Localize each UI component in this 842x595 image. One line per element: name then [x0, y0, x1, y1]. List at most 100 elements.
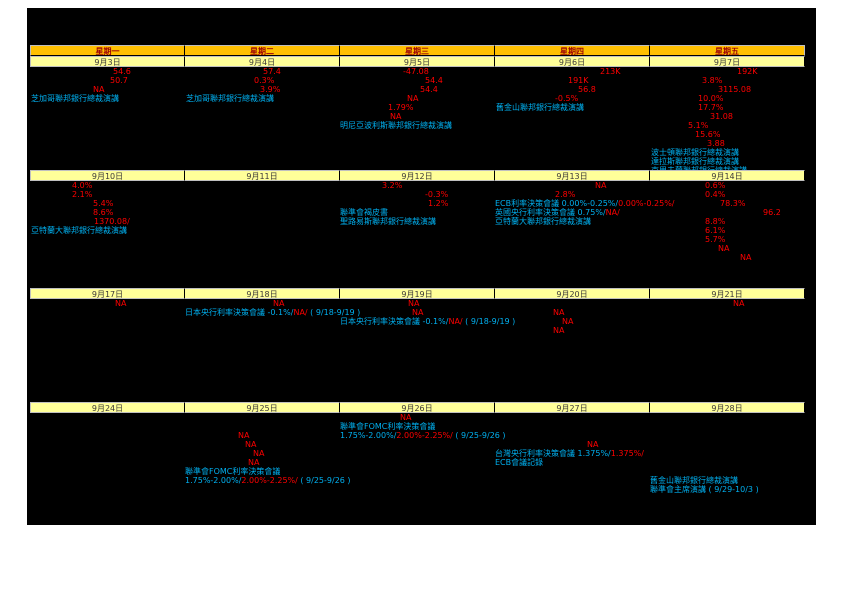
day-cell-9月25日[interactable]: NA NA NA NA 聯準會FOMC利率決策會議 1.75%-2.00%/2.00%-… — [185, 413, 351, 530]
date-cell-9月5日[interactable]: 9月5日 — [340, 56, 495, 67]
day-cell-9月11日[interactable] — [185, 181, 340, 288]
date-cell-9月3日[interactable]: 9月3日 — [30, 56, 185, 67]
value-text: NA — [93, 85, 105, 94]
date-cell-9月28日[interactable]: 9月28日 — [650, 402, 805, 413]
blank-line — [650, 467, 805, 476]
day-cell-9月14日[interactable]: 0.6% 0.4% 78.3% 96.2 8.8% 6.1% 5.7% NA NA — [650, 181, 805, 288]
date-cell-9月13日[interactable]: 9月13日 — [495, 170, 650, 181]
value-line: 54.4 — [340, 76, 495, 85]
date-cell-9月10日[interactable]: 9月10日 — [30, 170, 185, 181]
value-text: NA/ — [605, 208, 620, 217]
value-text: NA — [718, 244, 730, 253]
value-text: 1370.08/ — [94, 217, 130, 226]
day-cell-9月7日[interactable]: 192K 3.8% 3115.08 10.0% 17.7% 31.08 5.1% 15.6% 3… — [650, 67, 805, 175]
event-line: ECB會議記錄 — [495, 458, 650, 467]
value-text: 78.3% — [720, 199, 746, 208]
date-cell-9月11日[interactable]: 9月11日 — [185, 170, 340, 181]
event-line: 芝加哥聯邦銀行總裁演講 — [185, 94, 340, 103]
value-line: NA — [340, 94, 495, 103]
value-text: NA — [562, 317, 574, 326]
event-line: 聯準會主席演講 ( 9/29-10/3 ) — [650, 485, 805, 494]
day-cell-9月4日[interactable]: 57.4 0.3% 3.9% 芝加哥聯邦銀行總裁演講 — [185, 67, 340, 170]
date-cell-9月6日[interactable]: 9月6日 — [495, 56, 650, 67]
value-line: 0.4% — [650, 190, 805, 199]
value-line: -0.3% — [340, 190, 495, 199]
value-text: 54.4 — [425, 76, 443, 85]
event-line: 明尼亞波利斯聯邦銀行總裁演講 — [340, 121, 495, 130]
value-text: 3.9% — [260, 85, 281, 94]
value-text: 31.08 — [710, 112, 733, 121]
value-line: NA — [185, 440, 340, 449]
day-cell-9月17日[interactable]: NA — [30, 299, 185, 402]
value-line: NA — [650, 253, 805, 262]
day-cell-9月10日[interactable]: 4.0% 2.1% 5.4% 8.6% 1370.08/亞特蘭大聯邦銀行總裁演講 — [30, 181, 185, 288]
day-cell-9月27日[interactable]: NA 台灣央行利率決策會議 1.375%/1.375%/ECB會議記錄 — [495, 413, 650, 530]
day-cell-9月28日[interactable]: 舊金山聯邦銀行總裁演講 聯準會主席演講 ( 9/29-10/3 ) — [650, 413, 805, 530]
value-text: 54.6 — [113, 67, 131, 76]
date-cell-9月19日[interactable]: 9月19日 — [340, 288, 495, 299]
weekday-header-1[interactable]: 星期一 — [30, 45, 185, 56]
value-text: 2.00%-2.25%/ — [241, 476, 298, 485]
value-text: 96.2 — [763, 208, 781, 217]
date-cell-9月7日[interactable]: 9月7日 — [650, 56, 805, 67]
value-text: NA — [740, 253, 752, 262]
value-text: NA — [245, 440, 257, 449]
value-text: 8.6% — [93, 208, 114, 217]
value-line: 3.8% — [650, 76, 805, 85]
date-cell-9月14日[interactable]: 9月14日 — [650, 170, 805, 181]
day-cell-9月6日[interactable]: 213K 191K 56.8 -0.5% 舊金山聯邦銀行總裁演講 — [495, 67, 650, 170]
day-cell-9月13日[interactable]: NA 2.8% ECB利率決策會議 0.00%-0.25%/0.00%-0.25%/… — [495, 181, 675, 288]
value-line: 3.9% — [185, 85, 340, 94]
value-text: 17.7% — [698, 103, 724, 112]
event-text: 達拉斯聯邦銀行總裁演講 — [651, 157, 739, 166]
event-text: ( 9/18-9/19 ) — [462, 317, 516, 326]
value-line: 96.2 — [650, 208, 805, 217]
value-line: 1.79% — [340, 103, 495, 112]
value-text: 10.0% — [698, 94, 724, 103]
value-text: 0.6% — [705, 181, 726, 190]
date-cell-9月4日[interactable]: 9月4日 — [185, 56, 340, 67]
content-row-week-3: NA NA 日本央行利率決策會議 -0.1%/NA/ ( 9/18-9/19 ) NA… — [30, 299, 805, 402]
blank-line — [185, 422, 340, 431]
event-text: 芝加哥聯邦銀行總裁演講 — [186, 94, 274, 103]
day-cell-9月24日[interactable] — [30, 413, 185, 530]
weekday-header-3[interactable]: 星期三 — [340, 45, 495, 56]
event-line: 日本央行利率決策會議 -0.1%/NA/ ( 9/18-9/19 ) — [340, 317, 515, 326]
event-line: 芝加哥聯邦銀行總裁演講 — [30, 94, 185, 103]
day-cell-9月26日[interactable]: NA 聯準會FOMC利率決策會議 1.75%-2.00%/2.00%-2.25%/… — [340, 413, 506, 530]
value-text: -47.08 — [403, 67, 429, 76]
value-text: -0.3% — [425, 190, 449, 199]
day-cell-9月12日[interactable]: 3.2% -0.3% 1.2% 聯準會褐皮書 聖路易斯聯邦銀行總裁演講 — [340, 181, 495, 288]
weekday-header-2[interactable]: 星期二 — [185, 45, 340, 56]
value-text: 0.4% — [705, 190, 726, 199]
value-text: 15.6% — [695, 130, 721, 139]
date-cell-9月27日[interactable]: 9月27日 — [495, 402, 650, 413]
event-text: ECB利率決策會議 0.00%-0.25%/ — [495, 199, 619, 208]
date-cell-9月21日[interactable]: 9月21日 — [650, 288, 805, 299]
weekday-header-4[interactable]: 星期四 — [495, 45, 650, 56]
value-text: 213K — [600, 67, 621, 76]
day-cell-9月19日[interactable]: NA NA 日本央行利率決策會議 -0.1%/NA/ ( 9/18-9/19 ) — [340, 299, 515, 402]
date-cell-9月24日[interactable]: 9月24日 — [30, 402, 185, 413]
value-line: 10.0% — [650, 94, 805, 103]
date-cell-9月20日[interactable]: 9月20日 — [495, 288, 650, 299]
date-cell-9月12日[interactable]: 9月12日 — [340, 170, 495, 181]
value-text: 2.1% — [72, 190, 93, 199]
value-text: 54.4 — [420, 85, 438, 94]
value-text: NA/ — [293, 308, 308, 317]
day-cell-9月3日[interactable]: 54.6 50.7 NA 芝加哥聯邦銀行總裁演講 — [30, 67, 185, 170]
blank-line — [185, 413, 340, 422]
weekday-header-5[interactable]: 星期五 — [650, 45, 805, 56]
day-cell-9月20日[interactable]: NA NA NA — [495, 299, 650, 402]
date-cell-9月25日[interactable]: 9月25日 — [185, 402, 340, 413]
date-cell-9月17日[interactable]: 9月17日 — [30, 288, 185, 299]
value-text: NA — [412, 308, 424, 317]
blank-line — [495, 299, 650, 308]
date-cell-9月18日[interactable]: 9月18日 — [185, 288, 340, 299]
day-cell-9月18日[interactable]: NA 日本央行利率決策會議 -0.1%/NA/ ( 9/18-9/19 ) — [185, 299, 360, 402]
event-text: ( 9/18-9/19 ) — [307, 308, 361, 317]
value-line: 5.1% — [650, 121, 805, 130]
day-cell-9月21日[interactable]: NA — [650, 299, 805, 402]
day-cell-9月5日[interactable]: -47.08 54.4 54.4 NA 1.79% NA 明尼亞波利斯聯邦銀行總裁演講 — [340, 67, 495, 170]
date-cell-9月26日[interactable]: 9月26日 — [340, 402, 495, 413]
